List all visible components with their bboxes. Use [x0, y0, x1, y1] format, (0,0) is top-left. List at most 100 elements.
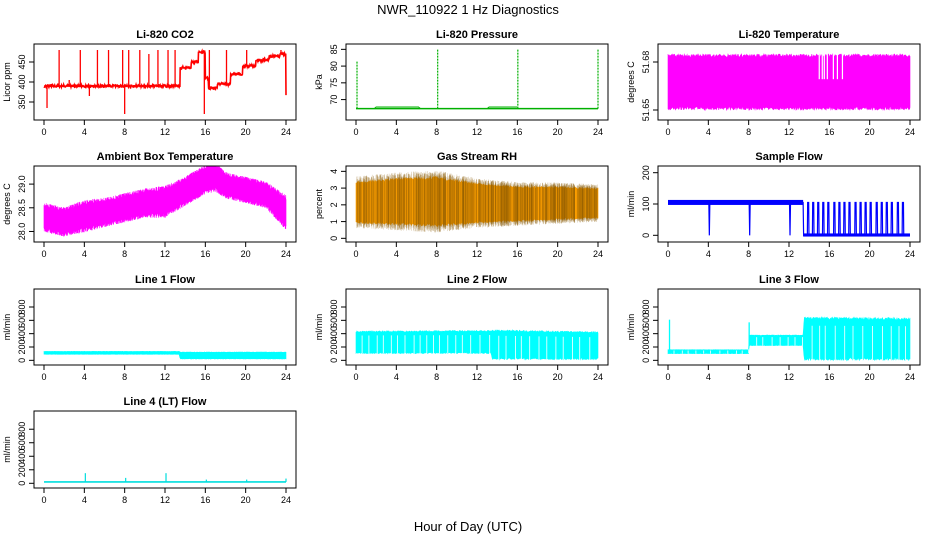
panel-line3: Line 3 Flow ml/min 0 4 8 12 16 20 24 0 20040060080…	[626, 274, 921, 382]
y-tick-label: 28.0	[17, 223, 27, 241]
x-tick-label: 24	[281, 372, 291, 382]
plot-area	[667, 316, 911, 362]
panel-line1: Line 1 Flow ml/min 0 4 8 12 16 20 24 0 20040060080…	[2, 274, 297, 382]
y-tick-label: 200	[17, 339, 27, 354]
x-tick-label: 12	[472, 372, 482, 382]
x-tick-label: 8	[434, 249, 439, 259]
y-axis-label: degrees C	[626, 61, 636, 103]
y-tick-label: 51.65	[641, 99, 651, 122]
series-line	[668, 201, 910, 236]
panel-co2: Li-820 CO2 Licor ppm 0 4 8 12 16 20 24 350 400 450	[2, 29, 297, 137]
x-tick-label: 4	[82, 249, 87, 259]
x-tick-label: 16	[824, 249, 834, 259]
x-tick-label: 20	[553, 372, 563, 382]
y-tick-label: 85	[329, 44, 339, 54]
y-tick-label: 4	[329, 169, 339, 174]
x-tick-label: 16	[512, 249, 522, 259]
x-tick-label: 12	[472, 127, 482, 137]
panel-sampleflow: Sample Flow ml/min 0 4 8 12 16 20 24 0 100 200	[626, 151, 921, 259]
y-tick-label: 0	[329, 236, 339, 241]
x-tick-label: 0	[41, 495, 46, 505]
y-axis-label: Licor ppm	[2, 62, 12, 102]
panel-title: Sample Flow	[755, 151, 823, 163]
x-tick-label: 24	[281, 127, 291, 137]
x-tick-label: 24	[905, 372, 915, 382]
x-tick-label: 24	[593, 127, 603, 137]
y-tick-label: 200	[641, 165, 651, 180]
y-tick-label: 0	[641, 358, 651, 363]
series-noise	[356, 171, 598, 233]
plot-area	[43, 48, 287, 114]
panel-title: Li-820 Pressure	[436, 29, 518, 41]
plot-area	[355, 328, 599, 361]
x-tick-label: 0	[41, 372, 46, 382]
x-tick-label: 8	[122, 372, 127, 382]
y-tick-label: 2	[329, 202, 339, 207]
panel-title: Line 4 (LT) Flow	[124, 396, 207, 408]
x-tick-label: 12	[784, 127, 794, 137]
series-bump	[373, 106, 518, 110]
x-tick-label: 12	[160, 127, 170, 137]
panel-title: Line 1 Flow	[135, 274, 195, 286]
x-tick-label: 12	[160, 249, 170, 259]
y-tick-label: 29.0	[17, 175, 27, 193]
series-gaps	[361, 335, 591, 360]
panel-title: Line 3 Flow	[759, 274, 819, 286]
x-tick-label: 24	[905, 249, 915, 259]
x-tick-label: 20	[241, 249, 251, 259]
y-tick-label: 0	[329, 358, 339, 363]
y-tick-label: 450	[17, 54, 27, 69]
series-noise	[43, 166, 287, 237]
y-tick-label: 600	[329, 313, 339, 328]
y-tick-label: 3	[329, 186, 339, 191]
x-tick-label: 24	[593, 249, 603, 259]
x-tick-label: 4	[706, 249, 711, 259]
series-band	[43, 350, 287, 360]
x-tick-label: 16	[512, 127, 522, 137]
panel-line2: Line 2 Flow ml/min 0 4 8 12 16 20 24 0 20040060080…	[314, 274, 609, 382]
panel-line4: Line 4 (LT) Flow ml/min 0 4 8 12 16 20 24 0 200400…	[2, 396, 297, 505]
y-tick-label: 51.68	[641, 51, 651, 74]
panel-frame	[33, 410, 297, 489]
x-tick-label: 16	[512, 372, 522, 382]
series-gaps	[673, 325, 906, 361]
plot-area	[356, 49, 599, 110]
panel-pressure: Li-820 Pressure kPa 0 4 8 12 16 20 24 70 75 80 85	[314, 29, 609, 137]
x-tick-label: 4	[82, 127, 87, 137]
panel-title: Gas Stream RH	[437, 151, 517, 163]
x-tick-label: 16	[824, 127, 834, 137]
plot-area	[44, 473, 287, 483]
y-tick-label: 75	[329, 78, 339, 88]
panel-title: Line 2 Flow	[447, 274, 507, 286]
x-tick-label: 24	[593, 372, 603, 382]
x-axis-title: Hour of Day (UTC)	[414, 519, 522, 534]
x-tick-label: 8	[434, 372, 439, 382]
y-axis-label: ml/min	[626, 314, 636, 341]
series-band	[667, 52, 911, 112]
x-tick-label: 16	[824, 372, 834, 382]
plot-area	[355, 171, 599, 233]
x-tick-label: 4	[394, 372, 399, 382]
y-tick-label: 400	[329, 326, 339, 341]
y-axis-label: degrees C	[2, 183, 12, 225]
x-tick-label: 8	[746, 249, 751, 259]
y-axis-label: percent	[314, 188, 324, 219]
y-tick-label: 1	[329, 219, 339, 224]
y-tick-label: 80	[329, 61, 339, 71]
y-tick-label: 28.5	[17, 199, 27, 217]
y-tick-label: 100	[641, 196, 651, 211]
y-tick-label: 200	[17, 462, 27, 477]
x-tick-label: 16	[200, 495, 210, 505]
x-tick-label: 24	[281, 249, 291, 259]
y-tick-label: 800	[17, 422, 27, 437]
y-tick-label: 400	[17, 326, 27, 341]
y-axis-label: kPa	[314, 74, 324, 90]
plot-area	[668, 199, 910, 237]
series-band	[668, 199, 804, 205]
y-axis-label: ml/min	[626, 191, 636, 218]
x-tick-label: 0	[665, 249, 670, 259]
x-tick-label: 12	[160, 372, 170, 382]
x-tick-label: 20	[241, 372, 251, 382]
